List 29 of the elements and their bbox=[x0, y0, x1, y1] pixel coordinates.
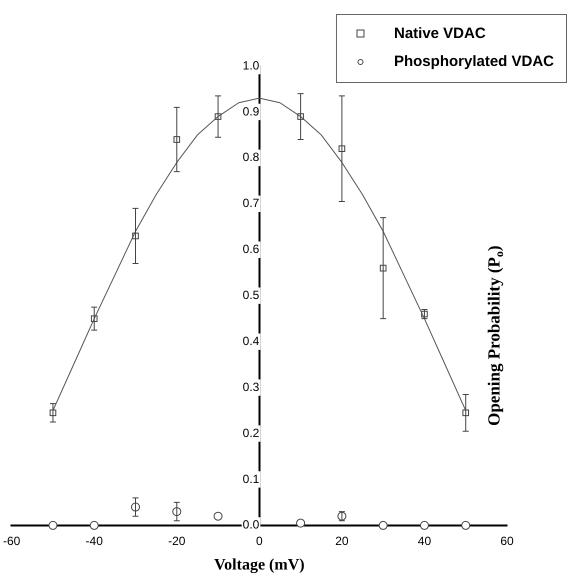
y-tick-label: 0.2 bbox=[242, 426, 260, 440]
x-tick-label: 40 bbox=[418, 534, 432, 548]
x-axis-title: Voltage (mV) bbox=[214, 556, 305, 574]
point bbox=[461, 520, 470, 530]
y-tick-label: 0.1 bbox=[242, 472, 260, 486]
y-tick-label: 0.3 bbox=[242, 380, 260, 394]
legend-label: Phosphorylated VDAC bbox=[394, 53, 554, 70]
point bbox=[90, 520, 99, 530]
point bbox=[296, 518, 306, 528]
x-tick-label: -20 bbox=[168, 534, 186, 548]
x-tick-label: -40 bbox=[86, 534, 104, 548]
x-tick-label: -60 bbox=[3, 534, 21, 548]
point bbox=[378, 520, 388, 530]
y-tick-label: 0.7 bbox=[242, 196, 260, 210]
x-tick-label: 0 bbox=[256, 534, 263, 548]
y-tick-label: 1.0 bbox=[242, 58, 260, 72]
legend-label: Native VDAC bbox=[394, 25, 486, 42]
y-tick-label: 0.9 bbox=[242, 104, 260, 118]
y-tick-label: 0.0 bbox=[242, 518, 260, 532]
y-tick-label: 0.6 bbox=[242, 242, 260, 256]
x-tick-label: 20 bbox=[335, 534, 349, 548]
point bbox=[214, 512, 223, 521]
point bbox=[420, 520, 429, 530]
x-tick-label: 60 bbox=[500, 534, 514, 548]
y-tick-label: 0.8 bbox=[242, 150, 260, 164]
y-tick-label: 0.4 bbox=[242, 334, 260, 348]
y-axis-title: Opening Probability (Po) bbox=[484, 246, 506, 426]
y-tick-label: 0.5 bbox=[242, 288, 260, 302]
point bbox=[48, 520, 58, 530]
